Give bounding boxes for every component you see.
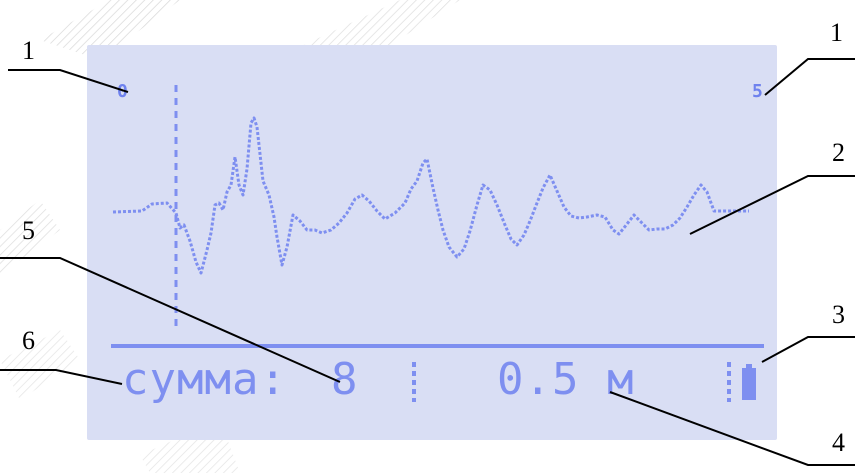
callout-3: 3 [832, 300, 845, 329]
callout-6: 6 [22, 326, 35, 355]
status-bar-divider [111, 344, 764, 348]
callout-4: 4 [832, 428, 845, 457]
battery-icon [742, 364, 756, 400]
callout-1-right: 1 [830, 18, 843, 47]
callout-1-left: 1 [22, 36, 35, 65]
distance-value: 0.5 м [497, 354, 635, 405]
lcd-screen: 0 5 сумма: 8 0.5 м [87, 45, 777, 440]
waveform-trace [112, 116, 749, 275]
scale-left-label: 0 [117, 81, 128, 102]
callout-2: 2 [832, 138, 845, 167]
reflectogram [112, 85, 749, 330]
callout-5: 5 [22, 216, 35, 245]
scale-right-label: 5 [752, 81, 763, 102]
status-separator-right [727, 362, 731, 402]
mode-label: сумма: [122, 354, 287, 405]
status-separator [412, 362, 416, 402]
